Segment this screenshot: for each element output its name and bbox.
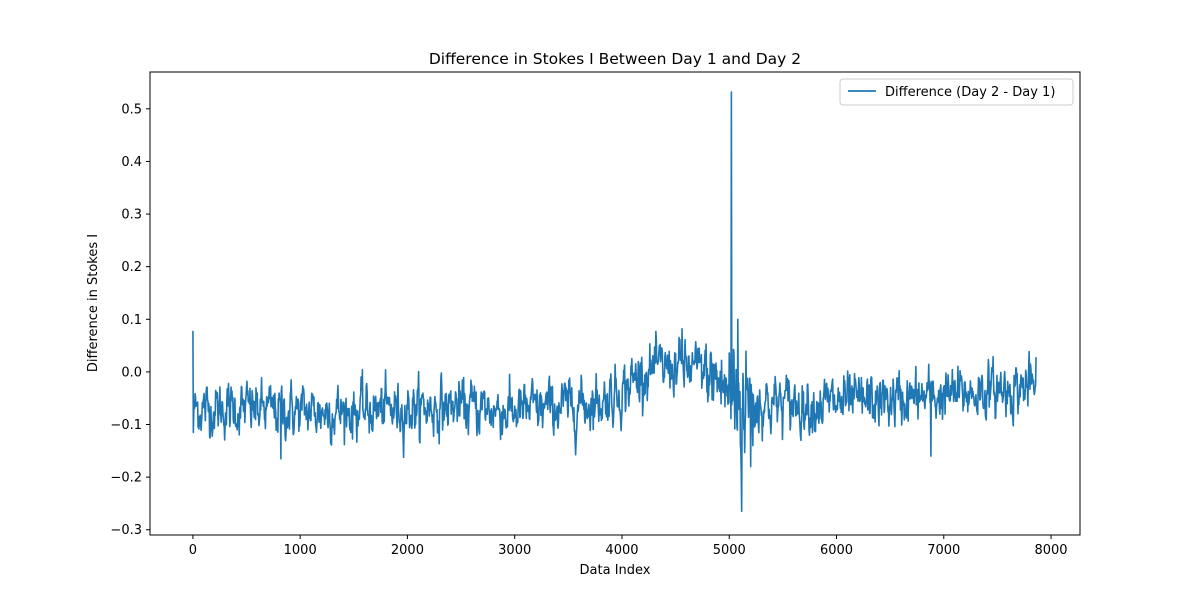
legend: Difference (Day 2 - Day 1) bbox=[839, 78, 1074, 106]
legend-entry-label: Difference (Day 2 - Day 1) bbox=[885, 85, 1055, 100]
legend-box bbox=[839, 78, 1074, 106]
y-tick-label: −0.2 bbox=[110, 471, 142, 486]
y-tick-label: −0.1 bbox=[110, 418, 142, 433]
y-tick-label: 0.0 bbox=[121, 365, 142, 380]
x-tick-label: 4000 bbox=[605, 543, 638, 558]
x-tick-label: 3000 bbox=[498, 543, 531, 558]
chart-title: Difference in Stokes I Between Day 1 and… bbox=[429, 50, 801, 68]
x-tick-label: 1000 bbox=[284, 543, 317, 558]
plot-area bbox=[150, 72, 1080, 535]
x-axis: 0 1000 2000 3000 4000 5000 6000 7000 8000 bbox=[189, 535, 1068, 558]
y-tick-label: 0.1 bbox=[121, 313, 142, 328]
x-tick-label: 2000 bbox=[391, 543, 424, 558]
plot-frame bbox=[149, 71, 1081, 536]
x-tick-label: 8000 bbox=[1034, 543, 1067, 558]
y-tick-label: −0.3 bbox=[110, 523, 142, 538]
x-axis-label: Data Index bbox=[580, 563, 651, 578]
y-tick-label: 0.2 bbox=[121, 260, 142, 275]
x-tick-label: 6000 bbox=[820, 543, 853, 558]
y-axis-label: Difference in Stokes I bbox=[86, 234, 101, 372]
series-group bbox=[192, 91, 1037, 513]
x-tick-label: 0 bbox=[189, 543, 197, 558]
x-tick-label: 5000 bbox=[713, 543, 746, 558]
series-line-difference bbox=[192, 91, 1037, 513]
y-axis: −0.3 −0.2 −0.1 0.0 0.1 0.2 0.3 0.4 0.5 bbox=[110, 102, 150, 538]
y-tick-label: 0.3 bbox=[121, 208, 142, 223]
y-tick-label: 0.4 bbox=[121, 155, 142, 170]
x-tick-label: 7000 bbox=[927, 543, 960, 558]
y-tick-label: 0.5 bbox=[121, 102, 142, 117]
